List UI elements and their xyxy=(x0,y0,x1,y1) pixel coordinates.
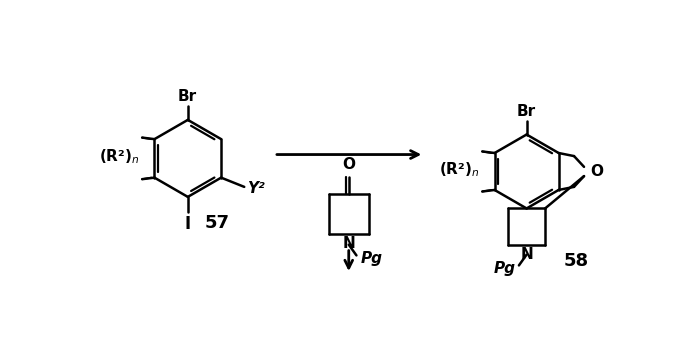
Text: Pg: Pg xyxy=(361,251,383,266)
Text: Br: Br xyxy=(517,104,536,119)
Text: Y²: Y² xyxy=(247,181,265,196)
Text: Pg: Pg xyxy=(494,261,516,276)
Text: (R²)$_n$: (R²)$_n$ xyxy=(439,161,480,179)
Text: 58: 58 xyxy=(564,252,589,270)
Text: I: I xyxy=(185,214,191,233)
Text: N: N xyxy=(520,247,533,262)
Text: N: N xyxy=(342,236,355,251)
Text: (R²)$_n$: (R²)$_n$ xyxy=(99,147,139,166)
Text: O: O xyxy=(590,164,603,179)
Text: 57: 57 xyxy=(204,214,230,232)
Text: Br: Br xyxy=(178,90,197,105)
Text: O: O xyxy=(342,157,355,172)
